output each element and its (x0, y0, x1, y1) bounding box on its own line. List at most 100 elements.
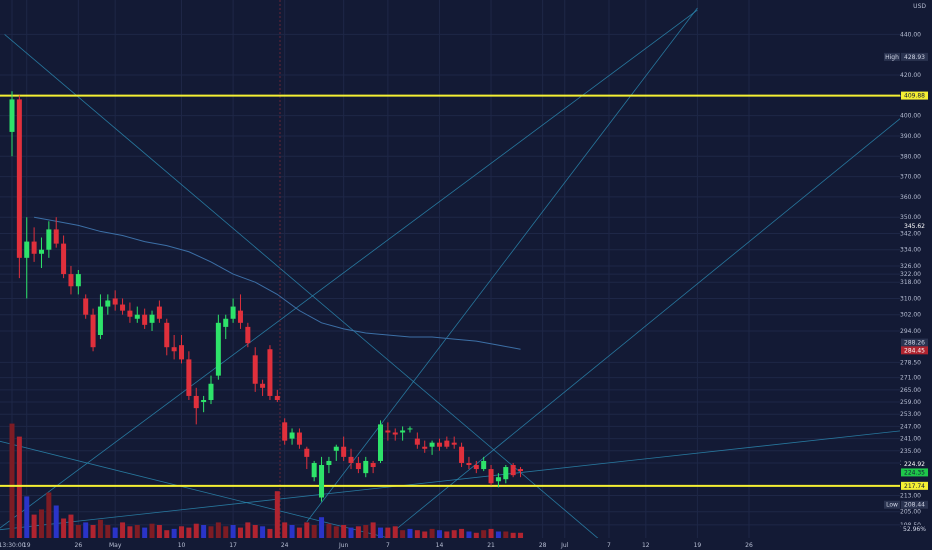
candle-body (245, 326, 251, 344)
currency-label: USD (913, 3, 926, 10)
volume-bar (363, 525, 369, 538)
other-value-text: 284.45 (904, 347, 925, 354)
candle-body (75, 274, 81, 287)
current-value-text: 224.35 (904, 469, 925, 476)
candle-body (488, 469, 494, 484)
volume-bars (9, 423, 524, 538)
volume-bar (370, 522, 376, 538)
price-tick-label: 370.00 (900, 174, 921, 181)
candle-body (24, 241, 30, 258)
candle-body (400, 430, 406, 433)
candle-body (68, 274, 74, 287)
candle-body (326, 460, 332, 466)
time-tick-label: 21 (487, 542, 495, 549)
ma-value-bg (901, 338, 928, 347)
candles (9, 91, 524, 502)
candle-body (31, 241, 37, 254)
volume-bar (274, 491, 280, 538)
lower-level-bg (901, 481, 928, 490)
price-tick-label: 326.00 (900, 263, 921, 270)
candle-body (142, 314, 148, 325)
bottom-value-bg (901, 524, 928, 533)
candle-body (120, 304, 126, 311)
price-tick-label: 302.00 (900, 312, 921, 319)
candle-body (422, 446, 428, 449)
candle-body (61, 243, 67, 275)
volume-bar (282, 522, 288, 538)
volume-bar (46, 492, 52, 538)
candle-body (46, 229, 52, 250)
low-bg (901, 500, 928, 509)
price-tick-label: 322.00 (900, 271, 921, 278)
time-tick-label: 17 (229, 542, 237, 549)
candle-body (355, 462, 361, 470)
volume-bar (451, 530, 457, 538)
candle-body (459, 446, 465, 463)
volume-bar (355, 526, 361, 538)
volume-bar (518, 532, 524, 538)
candle-body (90, 314, 96, 348)
candle-body (105, 300, 111, 307)
volume-bar (466, 531, 472, 538)
high-text: 428.93 (904, 54, 925, 61)
last-value-text: 224.92 (904, 461, 925, 468)
candle-body (495, 477, 501, 482)
price-tick-label: 241.00 (900, 436, 921, 443)
candle-body (481, 460, 487, 470)
volume-bar (296, 527, 302, 538)
volume-bar (459, 528, 465, 538)
volume-bar (134, 525, 140, 538)
volume-bar (444, 531, 450, 538)
volume-bar (333, 526, 339, 538)
price-tick-label: 271.00 (900, 375, 921, 382)
volume-bar (38, 509, 44, 538)
candle-body (260, 383, 266, 388)
candle-body (252, 355, 258, 384)
horizontal-levels (0, 94, 900, 487)
volume-bar (68, 514, 74, 538)
trendline (0, 9, 698, 529)
volume-bar (429, 528, 435, 538)
trendlines (0, 0, 905, 550)
price-tick-label: 294.00 (900, 328, 921, 335)
candle-body (112, 298, 118, 305)
candle-body (451, 442, 457, 445)
volume-bar (237, 527, 243, 538)
time-tick-label: 10 (178, 542, 186, 549)
price-tick-label: 205.00 (900, 509, 921, 516)
volume-bar (422, 531, 428, 538)
volume-bar (510, 532, 516, 538)
candle-body (510, 465, 516, 476)
time-tick-label: 26 (75, 542, 83, 549)
time-tick-label: 14 (436, 542, 444, 549)
price-tick-label: 259.00 (900, 399, 921, 406)
candle-body (444, 440, 450, 447)
volume-bar (75, 525, 81, 538)
time-tick-label: May (109, 542, 122, 549)
trendline (4, 34, 613, 550)
candle-body (363, 460, 369, 474)
mid-value-text: 345.62 (904, 223, 925, 230)
trendline (306, 7, 698, 523)
candle-body (149, 314, 155, 323)
volume-bar (473, 532, 479, 538)
price-tick-label: 380.00 (900, 153, 921, 160)
time-tick-label: 7 (386, 542, 390, 549)
candle-body (304, 448, 310, 457)
candle-body (341, 446, 347, 457)
candle-body (378, 424, 383, 461)
candle-body (215, 322, 221, 376)
volume-bar (311, 525, 317, 538)
volume-bar (193, 523, 199, 538)
volume-bar (179, 526, 185, 538)
volume-bar (319, 517, 325, 538)
volume-bar (223, 526, 229, 538)
volume-bar (149, 523, 155, 538)
volume-bar (348, 527, 354, 538)
low-tag-bg (884, 500, 900, 509)
volume-bar (289, 525, 295, 538)
candle-body (370, 462, 376, 468)
candle-body (193, 395, 199, 409)
